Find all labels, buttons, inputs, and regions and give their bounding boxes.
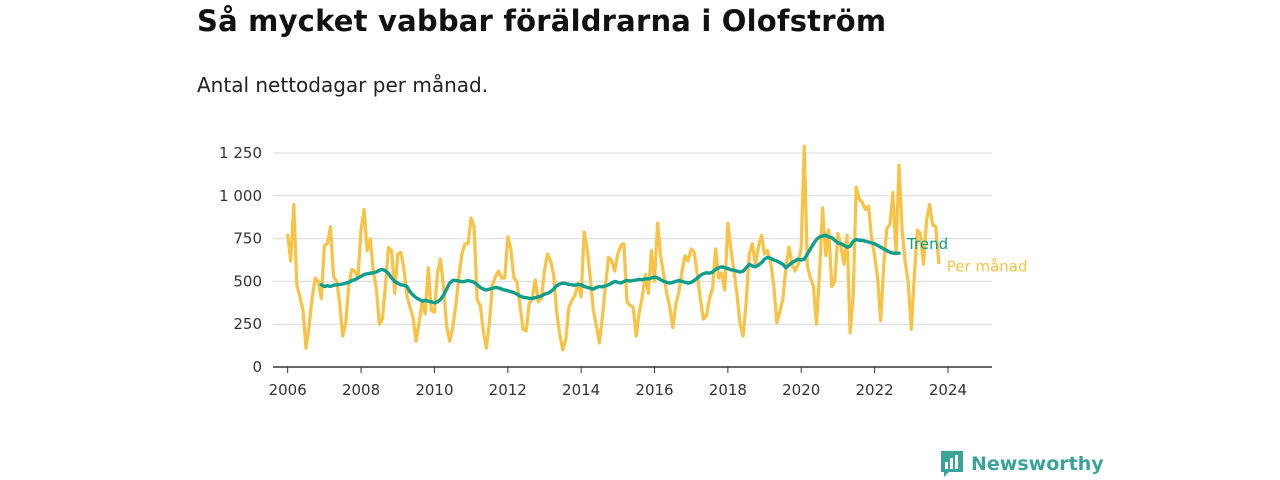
x-tick-label: 2008 [342,381,380,399]
bar-chart-icon [941,451,963,477]
series-line-per-manad [286,144,941,352]
y-tick-label: 1 250 [219,144,262,162]
series [286,144,941,352]
y-tick-label: 1 000 [219,187,262,205]
series-line-trend [319,233,901,305]
series-labels: Per månad Trend [906,235,1027,275]
x-tick-label: 2018 [709,381,747,399]
y-tick-label: 500 [233,272,262,290]
x-tick-label: 2012 [489,381,527,399]
x-tick-label: 2006 [269,381,307,399]
x-tick-label: 2024 [929,381,967,399]
x-tick-label: 2010 [415,381,453,399]
brand-name: Newsworthy [971,453,1104,475]
chart-subtitle: Antal nettodagar per månad. [197,73,489,97]
x-tick-label: 2020 [782,381,820,399]
chart-title: Så mycket vabbar föräldrarna i Olofström [197,4,887,38]
y-tick-label: 0 [252,358,262,376]
series-label-per-manad: Per månad [947,258,1028,276]
x-tick-label: 2016 [635,381,673,399]
brand-logo[interactable]: Newsworthy [940,450,1104,478]
y-tick-label: 750 [233,230,262,248]
x-tick-label: 2022 [856,381,894,399]
x-tick-label: 2014 [562,381,600,399]
x-axis-ticks: 2006 2008 2010 2012 2014 2016 2018 2020 2022 2024 [269,367,967,399]
series-label-trend: Trend [906,235,948,253]
gridlines [273,152,992,325]
y-tick-label: 250 [233,315,262,333]
y-axis-ticks: 0 250 500 750 1 000 1 250 [219,144,262,376]
